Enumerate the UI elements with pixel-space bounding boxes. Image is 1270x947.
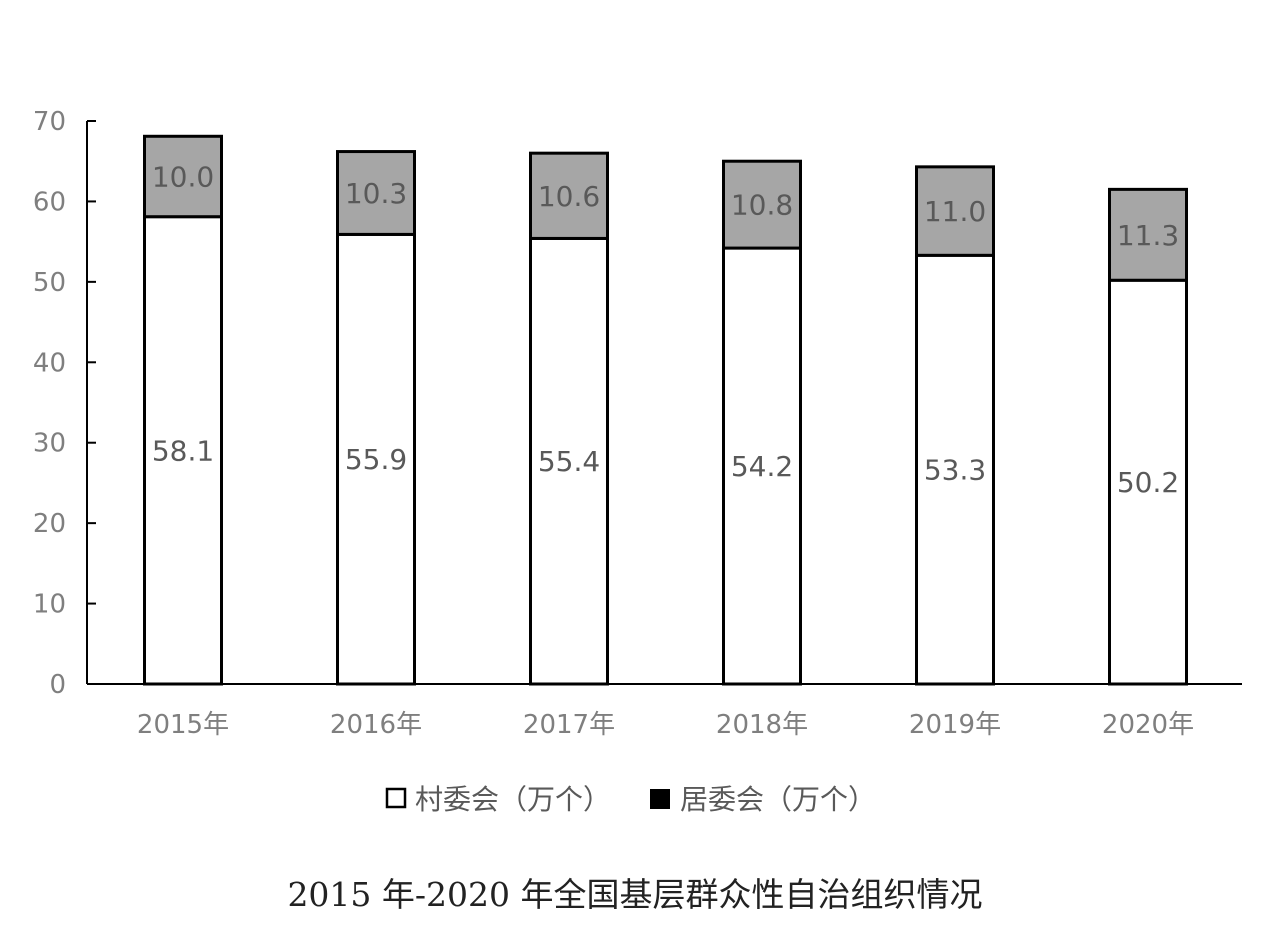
y-tick-label: 20 [33, 509, 66, 539]
bars-layer [143, 134, 1188, 686]
legend-label-residents: 居委会（万个） [680, 783, 876, 816]
data-label-residents: 11.0 [924, 195, 986, 228]
x-tick-label: 2017年 [523, 710, 615, 740]
bar-residents-committee [143, 134, 223, 219]
data-label-village: 58.1 [152, 434, 214, 467]
axes-layer [86, 121, 1242, 685]
x-tick-label: 2018年 [716, 710, 808, 740]
y-tick-label: 50 [33, 268, 66, 298]
y-tick-label: 30 [33, 429, 66, 459]
data-label-village: 50.2 [1117, 466, 1179, 499]
bar-residents-committee [722, 159, 802, 250]
x-tick-label: 2015年 [137, 710, 229, 740]
data-labels: 58.1 10.0 55.9 10.3 55.4 10.6 54.2 10.8 53.3 11.0… [152, 160, 1179, 499]
data-label-residents: 10.0 [152, 160, 214, 193]
x-tick-label: 2019年 [909, 710, 1001, 740]
y-tick-label: 0 [49, 670, 66, 700]
bar-residents-committee [1108, 187, 1188, 282]
data-label-village: 54.2 [731, 450, 793, 483]
data-label-residents: 10.3 [345, 177, 407, 210]
legend-swatch-village [385, 787, 407, 809]
y-ticks: 0 10 20 30 40 50 60 70 [33, 107, 96, 700]
bar-residents-committee [915, 165, 995, 257]
chart-caption: 2015 年-2020 年全国基层群众性自治组织情况 [287, 875, 982, 914]
y-tick-label: 70 [33, 107, 66, 137]
y-tick-label: 10 [33, 590, 66, 620]
data-label-village: 53.3 [924, 454, 986, 487]
data-label-village: 55.9 [345, 443, 407, 476]
bar-residents-committee [529, 151, 609, 240]
x-tick-label: 2020年 [1102, 710, 1194, 740]
data-label-village: 55.4 [538, 445, 600, 478]
y-tick-label: 60 [33, 187, 66, 217]
x-tick-labels: 2015年 2016年 2017年 2018年 2019年 2020年 [137, 710, 1194, 740]
y-tick-label: 40 [33, 348, 66, 378]
bar-residents-committee [336, 150, 416, 236]
bar-village-committee [143, 215, 223, 686]
legend-label-village: 村委会（万个） [415, 783, 611, 816]
legend-swatch-residents [650, 789, 670, 809]
data-label-residents: 10.8 [731, 189, 793, 222]
bar-village-committee [1108, 278, 1188, 686]
data-label-residents: 11.3 [1117, 219, 1179, 252]
x-tick-label: 2016年 [330, 710, 422, 740]
legend: 村委会（万个） 居委会（万个） [385, 783, 876, 816]
data-label-residents: 10.6 [538, 180, 600, 213]
